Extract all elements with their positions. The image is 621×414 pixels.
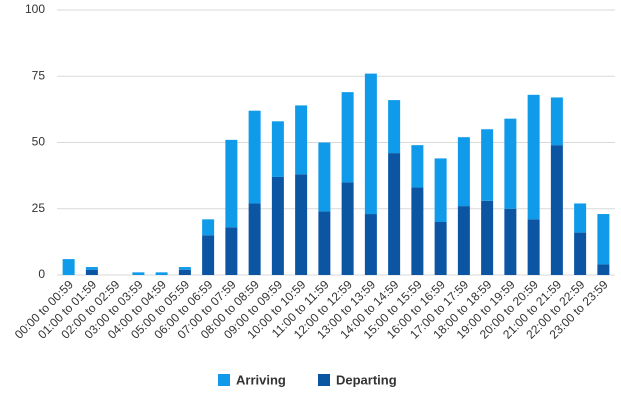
bar-segment [597,264,610,275]
bar-segment [132,272,145,275]
bar-segment [62,259,75,275]
bar-segment [457,137,470,207]
legend-label: Arriving [236,372,286,387]
bar-segment [248,110,261,204]
bar-segment [527,219,540,275]
legend-swatch [218,374,230,386]
bar-segment [271,121,284,177]
bar-segment [504,118,517,209]
bar-segment [504,208,517,275]
bar-segment [155,272,168,275]
bar-segment [178,269,191,275]
bar-segment [550,97,563,146]
bar-segment [318,211,331,275]
bar-segment [202,219,215,236]
bar-segment [341,182,354,275]
legend-swatch [318,374,330,386]
bar-segment [574,232,587,275]
bar-segment [295,105,308,175]
bar-segment [318,142,331,212]
bar-segment [178,267,191,270]
bar-segment [481,129,494,201]
bar-segment [527,94,540,220]
bar-segment [271,176,284,275]
bar-segment [574,203,587,233]
bar-segment [225,227,238,275]
y-tick-label: 50 [32,135,46,149]
bar-segment [225,139,238,228]
y-tick-label: 25 [32,201,46,215]
bar-segment [550,145,563,275]
y-tick-label: 0 [38,267,45,281]
bar-segment [434,222,447,275]
bar-segment [388,100,401,154]
bar-segment [481,200,494,275]
bar-segment [388,153,401,275]
bar-segment [248,203,261,275]
bar-segment [411,145,424,188]
bar-segment [411,187,424,275]
bar-segment [341,92,354,183]
y-tick-label: 100 [25,2,45,16]
bar-segment [364,214,377,275]
bar-segment [85,269,98,275]
bar-segment [434,158,447,222]
legend-label: Departing [336,372,397,387]
bar-segment [457,206,470,275]
bar-segment [202,235,215,275]
bar-segment [85,267,98,270]
bar-segment [295,174,308,275]
y-tick-label: 75 [32,68,46,82]
bar-segment [597,214,610,265]
bar-segment [364,73,377,215]
